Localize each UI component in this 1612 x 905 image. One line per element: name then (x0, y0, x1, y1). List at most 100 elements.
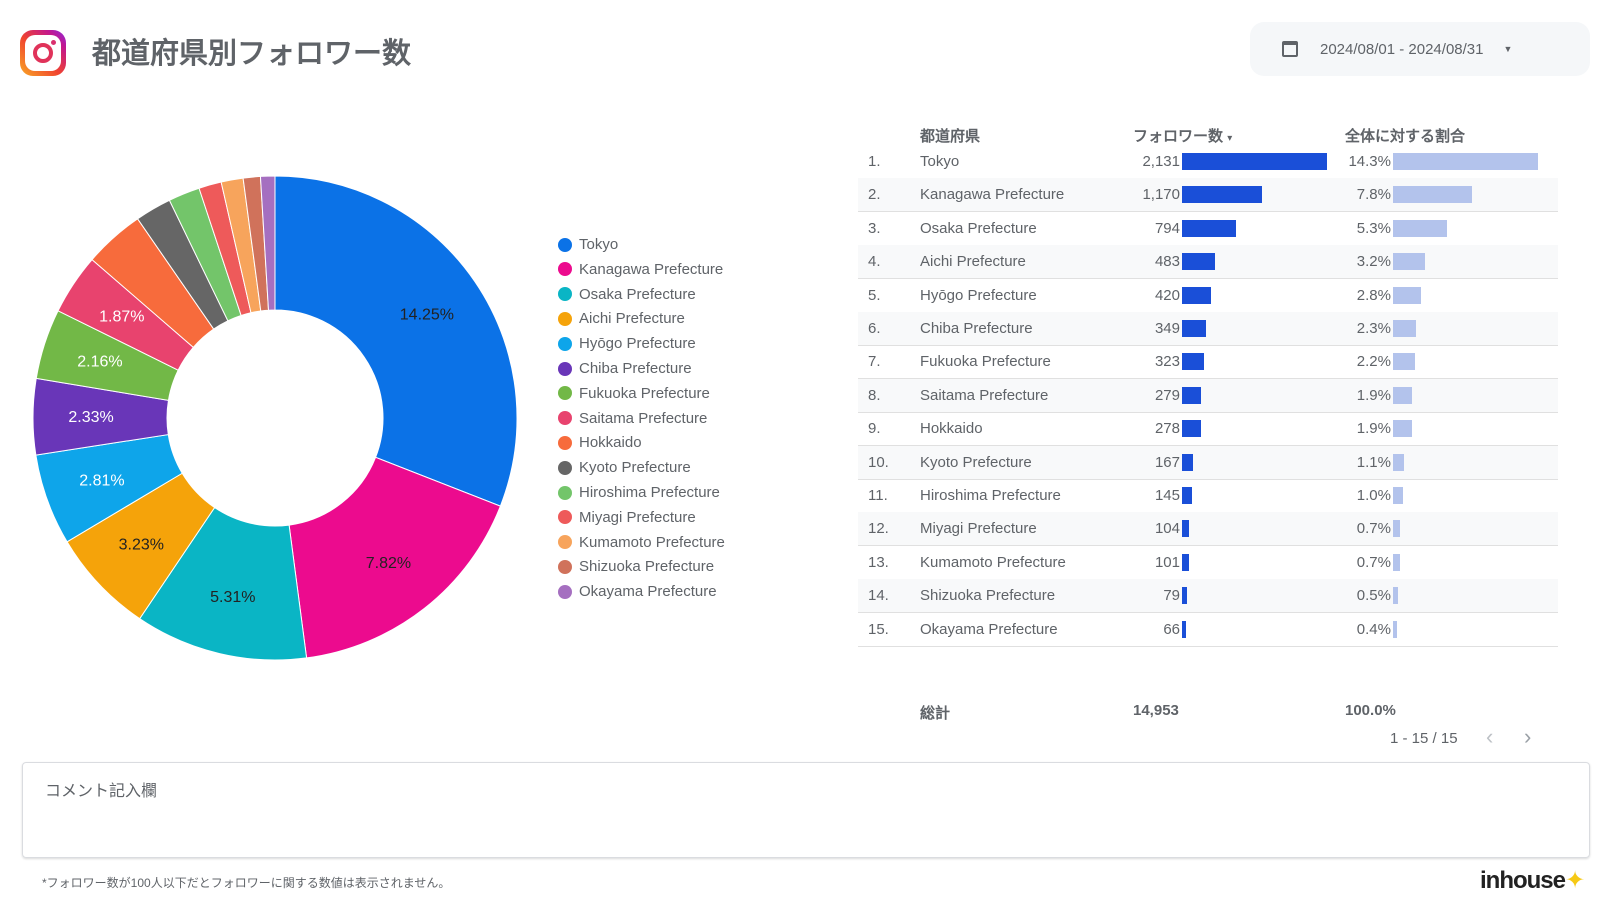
legend-item[interactable]: Chiba Prefecture (558, 360, 692, 377)
followers-bar (1182, 420, 1201, 438)
row-share: 14.3% (1348, 153, 1391, 170)
legend-item[interactable]: Hyōgo Prefecture (558, 335, 696, 352)
col-header-share[interactable]: 全体に対する割合 (1345, 128, 1466, 145)
legend-label: Kumamoto Prefecture (579, 533, 725, 551)
pie-slice-1[interactable] (274, 175, 518, 507)
row-share: 1.0% (1356, 487, 1391, 504)
legend-label: Hokkaido (579, 434, 642, 452)
row-rank: 1. (868, 153, 881, 170)
col-header-followers[interactable]: フォロワー数 ▾ (1133, 125, 1232, 146)
table-row[interactable]: 10. Kyoto Prefecture 167 1.1% (858, 445, 1558, 480)
row-rank: 2. (868, 186, 881, 204)
row-rank: 3. (868, 219, 881, 237)
legend-item[interactable]: Aichi Prefecture (558, 310, 685, 327)
table-row[interactable]: 9. Hokkaido 278 1.9% (858, 412, 1558, 447)
legend-label: Aichi Prefecture (579, 310, 685, 328)
comment-label: コメント記入欄 (45, 783, 158, 800)
table-row[interactable]: 6. Chiba Prefecture 349 2.3% (858, 312, 1558, 346)
followers-bar (1182, 186, 1262, 204)
legend-item[interactable]: Saitama Prefecture (558, 410, 707, 427)
row-followers: 279 (1154, 386, 1180, 404)
followers-bar (1182, 453, 1194, 471)
row-share: 2.8% (1356, 286, 1391, 304)
legend-item[interactable]: Fukuoka Prefecture (558, 385, 710, 402)
legend-swatch (558, 237, 572, 252)
table-row[interactable]: 15. Okayama Prefecture 66 0.4% (858, 613, 1558, 647)
dropdown-arrow-icon: ▼ (1503, 44, 1513, 54)
legend-label: Kanagawa Prefecture (579, 260, 724, 278)
followers-bar (1182, 153, 1327, 170)
legend-item[interactable]: Miyagi Prefecture (558, 509, 696, 526)
table-row[interactable]: 7. Fukuoka Prefecture 323 2.2% (858, 345, 1558, 380)
row-followers: 483 (1154, 253, 1180, 271)
share-bar (1393, 487, 1404, 504)
row-share: 1.9% (1356, 420, 1391, 438)
share-bar (1393, 286, 1422, 304)
table-row[interactable]: 2. Kanagawa Prefecture 1,170 7.8% (858, 178, 1558, 213)
legend-swatch (558, 262, 572, 277)
legend-label: Shizuoka Prefecture (579, 558, 715, 576)
legend-item[interactable]: Kyoto Prefecture (558, 459, 691, 476)
row-rank: 7. (868, 353, 881, 371)
legend-item[interactable]: Tokyo (558, 236, 618, 253)
legend-item[interactable]: Hiroshima Prefecture (558, 484, 720, 501)
row-rank: 14. (868, 587, 889, 605)
legend-item[interactable]: Kanagawa Prefecture (558, 261, 723, 278)
table-row[interactable]: 14. Shizuoka Prefecture 79 0.5% (858, 579, 1558, 614)
legend-item[interactable]: Osaka Prefecture (558, 286, 696, 303)
pie-data-label: 2.81% (79, 472, 124, 489)
followers-bar (1182, 520, 1190, 538)
legend-item[interactable]: Shizuoka Prefecture (558, 558, 714, 575)
pie-data-label: 7.82% (366, 555, 411, 572)
table-row[interactable]: 11. Hiroshima Prefecture 145 1.0% (858, 479, 1558, 513)
pie-slice-2[interactable] (288, 456, 502, 659)
table-row[interactable]: 5. Hyōgo Prefecture 420 2.8% (858, 279, 1558, 313)
legend-item[interactable]: Okayama Prefecture (558, 583, 717, 600)
col-header-prefecture[interactable]: 都道府県 (920, 128, 981, 145)
followers-bar (1182, 587, 1188, 605)
table-row[interactable]: 8. Saitama Prefecture 279 1.9% (858, 378, 1558, 413)
table-row[interactable]: 13. Kumamoto Prefecture 101 0.7% (858, 546, 1558, 580)
legend-swatch (558, 510, 572, 525)
legend-item[interactable]: Kumamoto Prefecture (558, 534, 725, 551)
legend-swatch (558, 435, 572, 450)
table-row[interactable]: 1. Tokyo 2,131 14.3% (858, 145, 1558, 179)
legend-label: Kyoto Prefecture (579, 459, 691, 477)
share-bar (1393, 620, 1398, 638)
row-prefecture: Osaka Prefecture (920, 219, 1037, 237)
row-share: 3.2% (1356, 253, 1391, 271)
row-share: 1.9% (1356, 386, 1391, 404)
legend-swatch (558, 485, 572, 500)
row-followers: 2,131 (1142, 153, 1180, 170)
share-bar (1393, 587, 1399, 605)
prev-page-button[interactable]: ‹ (1486, 724, 1494, 749)
table-row[interactable]: 4. Aichi Prefecture 483 3.2% (858, 245, 1558, 280)
next-page-button[interactable]: › (1524, 724, 1532, 749)
table-row[interactable]: 3. Osaka Prefecture 794 5.3% (858, 212, 1558, 246)
pie-slice-15[interactable] (259, 175, 276, 311)
row-followers: 794 (1154, 219, 1180, 237)
row-rank: 15. (868, 620, 889, 638)
legend-label: Tokyo (579, 236, 619, 253)
row-prefecture: Fukuoka Prefecture (920, 353, 1051, 371)
table-row[interactable]: 12. Miyagi Prefecture 104 0.7% (858, 512, 1558, 547)
legend-label: Okayama Prefecture (579, 583, 717, 601)
legend-label: Osaka Prefecture (579, 285, 696, 303)
legend-item[interactable]: Hokkaido (558, 434, 642, 451)
legend-swatch (558, 559, 572, 574)
footnote: *フォロワー数が100人以下だとフォロワーに関する数値は表示されません。 (42, 876, 451, 890)
row-followers: 79 (1163, 587, 1180, 605)
share-bar (1393, 153, 1538, 170)
share-bar (1393, 320, 1417, 337)
followers-bar (1182, 386, 1201, 404)
row-share: 0.4% (1356, 620, 1391, 638)
row-followers: 145 (1154, 487, 1180, 504)
pie-data-label: 1.87% (99, 308, 144, 325)
row-prefecture: Hiroshima Prefecture (920, 487, 1061, 504)
date-range-picker[interactable]: 2024/08/01 - 2024/08/31 ▼ (1250, 22, 1590, 76)
page-title: 都道府県別フォロワー数 (92, 38, 412, 70)
row-share: 0.5% (1356, 587, 1391, 605)
row-rank: 13. (868, 553, 889, 571)
comment-box[interactable]: コメント記入欄 (22, 762, 1590, 858)
followers-bar (1182, 353, 1204, 371)
